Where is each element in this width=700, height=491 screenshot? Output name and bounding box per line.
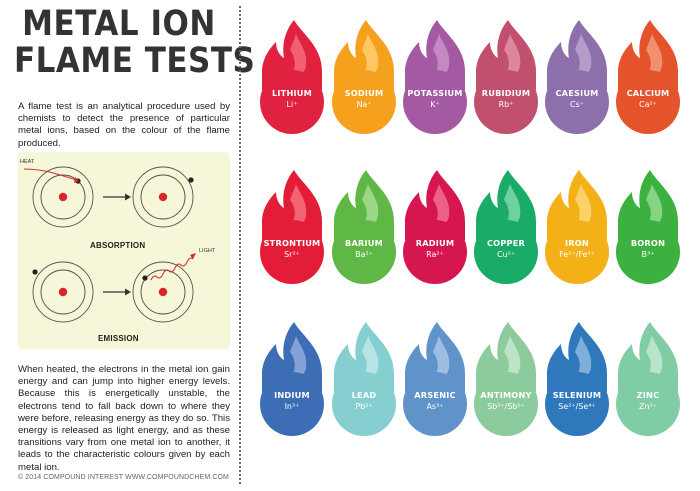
ion-circle	[332, 372, 396, 436]
ion-symbol: Cs⁺	[570, 100, 584, 109]
intro-paragraph: A flame test is an analytical procedure …	[18, 101, 230, 149]
ion-circle	[403, 372, 467, 436]
emission-atom-before	[32, 261, 94, 323]
ion-symbol: Rb⁺	[498, 100, 514, 109]
flame-barium: BARIUM Ba²⁺	[332, 170, 396, 290]
flame-sodium: SODIUM Na⁺	[332, 20, 396, 140]
ion-name: LITHIUM	[272, 88, 312, 98]
ion-symbol: Ra²⁺	[426, 250, 444, 259]
ion-circle	[474, 220, 538, 284]
ion-name: ANTIMONY	[480, 390, 532, 400]
ion-name: RUBIDIUM	[481, 88, 531, 98]
ion-name: RADIUM	[415, 238, 455, 248]
divider	[239, 6, 241, 484]
ion-symbol: B³⁺	[641, 250, 655, 259]
ion-symbol: Sb³⁺/Sb⁵⁺	[487, 402, 525, 411]
emission-atom-after	[132, 261, 194, 323]
flame-lithium: LITHIUM Li⁺	[260, 20, 324, 140]
ion-circle	[616, 220, 680, 284]
ion-circle	[332, 70, 396, 134]
ion-name: BORON	[630, 238, 666, 248]
ion-symbol: Ba²⁺	[355, 250, 373, 259]
heat-label: HEAT	[20, 159, 35, 165]
ion-circle	[260, 372, 324, 436]
ion-name: ARSENIC	[414, 390, 456, 400]
flame-zinc: ZINC Zn²⁺	[616, 322, 680, 442]
energy-level-diagram: HEAT LIGHT ABSORPTION EMISSION	[18, 152, 230, 349]
flame-copper: COPPER Cu²⁺	[474, 170, 538, 290]
flame-calcium: CALCIUM Ca²⁺	[616, 20, 680, 140]
flame-indium: INDIUM In³⁺	[260, 322, 324, 442]
title-line-2: FLAME TESTS	[14, 40, 256, 82]
emission-label: EMISSION	[98, 334, 139, 343]
diagram-graphic	[23, 166, 196, 323]
flame-selenium: SELENIUM Se²⁺/Se⁴⁺	[545, 322, 609, 442]
ion-name: POTASSIUM	[407, 88, 463, 98]
ion-name: IRON	[565, 238, 589, 248]
flame-radium: RADIUM Ra²⁺	[403, 170, 467, 290]
ion-symbol: Zn²⁺	[639, 402, 657, 411]
ion-circle	[260, 220, 324, 284]
ion-circle	[403, 220, 467, 284]
ion-symbol: Pb²⁺	[355, 402, 373, 411]
absorption-atom-after	[132, 166, 194, 228]
ion-circle	[332, 220, 396, 284]
ion-symbol: Fe²⁺/Fe³⁺	[559, 250, 595, 259]
page-title: METAL ION FLAME TESTS	[14, 3, 256, 82]
ion-circle	[474, 70, 538, 134]
flame-arsenic: ARSENIC As³⁺	[403, 322, 467, 442]
ion-circle	[545, 372, 609, 436]
ion-circle	[616, 372, 680, 436]
flame-lead: LEAD Pb²⁺	[332, 322, 396, 442]
ion-symbol: Li⁺	[286, 100, 298, 109]
light-label: LIGHT	[199, 248, 216, 254]
ion-symbol: Na⁺	[356, 100, 372, 109]
ion-symbol: Sr²⁺	[284, 250, 300, 259]
ion-name: BARIUM	[345, 238, 383, 248]
ion-name: CALCIUM	[626, 88, 670, 98]
ion-name: CAESIUM	[555, 88, 599, 98]
absorption-label: ABSORPTION	[90, 241, 146, 250]
flame-antimony: ANTIMONY Sb³⁺/Sb⁵⁺	[474, 322, 538, 442]
ion-name: INDIUM	[274, 390, 310, 400]
ion-circle	[616, 70, 680, 134]
ion-circle	[403, 70, 467, 134]
ion-symbol: Cu²⁺	[496, 250, 516, 259]
flame-rubidium: RUBIDIUM Rb⁺	[474, 20, 538, 140]
title-line-1: METAL ION	[22, 3, 216, 45]
heat-arrow	[23, 168, 77, 181]
ion-circle	[474, 372, 538, 436]
ion-name: LEAD	[351, 390, 377, 400]
footer-credit: © 2014 COMPOUND INTEREST WWW.COMPOUNDCHE…	[18, 474, 229, 481]
flame-potassium: POTASSIUM K⁺	[403, 20, 467, 140]
ion-symbol: In³⁺	[284, 402, 300, 411]
flame-iron: IRON Fe²⁺/Fe³⁺	[545, 170, 609, 290]
ion-symbol: Se²⁺/Se⁴⁺	[558, 402, 596, 411]
flame-caesium: CAESIUM Cs⁺	[545, 20, 609, 140]
ion-name: SODIUM	[344, 88, 384, 98]
ion-name: ZINC	[636, 390, 660, 400]
ion-circle	[545, 220, 609, 284]
flame-boron: BORON B³⁺	[616, 170, 680, 290]
light-wave	[150, 257, 194, 281]
explanation-paragraph: When heated, the electrons in the metal …	[18, 364, 230, 473]
ion-symbol: As³⁺	[426, 402, 444, 411]
ion-name: STRONTIUM	[263, 238, 321, 248]
ion-name: COPPER	[486, 238, 526, 248]
ion-circle	[260, 70, 324, 134]
ion-circle	[545, 70, 609, 134]
flame-strontium: STRONTIUM Sr²⁺	[260, 170, 324, 290]
ion-name: SELENIUM	[552, 390, 602, 400]
ion-symbol: Ca²⁺	[639, 100, 657, 109]
ion-symbol: K⁺	[430, 100, 440, 109]
